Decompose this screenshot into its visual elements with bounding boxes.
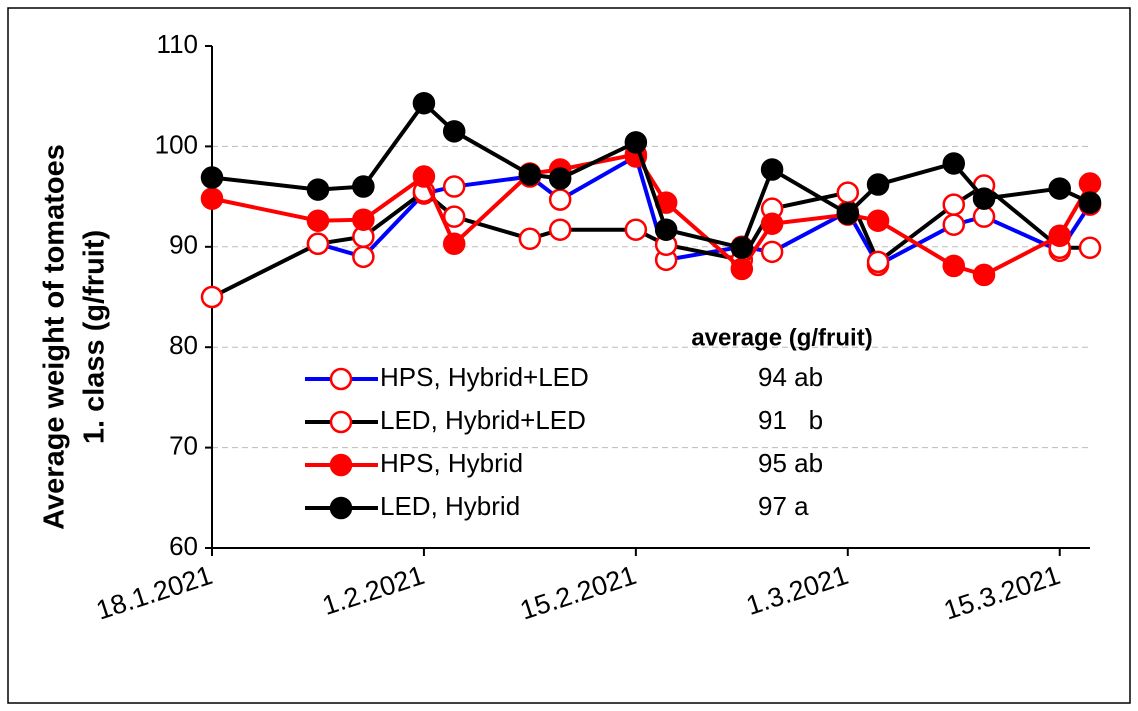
data-point	[836, 202, 860, 225]
data-point	[412, 91, 436, 115]
data-point	[654, 218, 678, 241]
data-point	[1078, 236, 1102, 260]
y-tick-label: 100	[155, 129, 198, 159]
data-point	[730, 257, 754, 281]
y-axis-label: Average weight of tomatoes	[39, 144, 71, 530]
average-label: 94 ab	[758, 362, 823, 392]
y-tick-label: 80	[169, 330, 198, 360]
legend-marker	[329, 453, 353, 477]
data-point	[730, 236, 754, 260]
legend-label: HPS, Hybrid+LED	[380, 362, 589, 392]
frame	[7, 7, 1131, 704]
data-point	[972, 263, 996, 287]
data-point	[442, 205, 466, 228]
data-point	[412, 165, 436, 188]
data-point	[548, 188, 572, 211]
data-point	[1078, 191, 1102, 214]
average-label: 97 a	[758, 491, 809, 521]
data-point	[942, 213, 966, 236]
data-point	[942, 193, 966, 216]
data-point	[866, 173, 890, 196]
data-point	[624, 131, 648, 154]
data-point	[518, 163, 542, 186]
legend-label: LED, Hybrid	[380, 491, 520, 521]
data-point	[760, 158, 784, 181]
data-point	[866, 209, 890, 232]
data-point	[200, 166, 224, 189]
data-point	[306, 209, 330, 232]
data-point	[866, 250, 890, 274]
data-point	[306, 232, 330, 256]
data-point	[942, 254, 966, 278]
data-point	[352, 208, 375, 231]
data-point	[760, 240, 784, 264]
data-point	[442, 120, 466, 143]
data-point	[442, 232, 466, 256]
y-axis-label: 1. class (g/fruit)	[79, 230, 111, 444]
data-point	[306, 178, 330, 201]
data-point	[200, 285, 224, 309]
legend-label: LED, Hybrid+LED	[380, 405, 586, 435]
data-point	[836, 181, 860, 204]
data-point	[200, 187, 224, 210]
data-point	[942, 152, 966, 175]
data-point	[352, 175, 375, 198]
legend-marker	[329, 367, 353, 391]
data-point	[518, 227, 542, 251]
data-point	[624, 218, 648, 241]
average-label: 95 ab	[758, 448, 823, 478]
average-label: 91 b	[758, 405, 823, 435]
y-tick-label: 60	[169, 531, 198, 561]
legend-label: HPS, Hybrid	[380, 448, 523, 478]
data-point	[352, 245, 375, 269]
legend-marker	[329, 410, 353, 434]
data-point	[1048, 177, 1071, 200]
y-tick-label: 90	[169, 230, 198, 260]
data-point	[442, 175, 466, 198]
data-point	[1078, 172, 1102, 195]
data-point	[760, 212, 784, 235]
y-tick-label: 110	[157, 29, 198, 59]
legend-marker	[329, 496, 353, 520]
data-point	[1048, 224, 1071, 248]
y-tick-label: 70	[169, 430, 198, 460]
data-point	[548, 167, 572, 190]
data-point	[972, 187, 996, 210]
data-point	[548, 218, 572, 241]
annotation-title: average (g/fruit)	[691, 324, 872, 351]
